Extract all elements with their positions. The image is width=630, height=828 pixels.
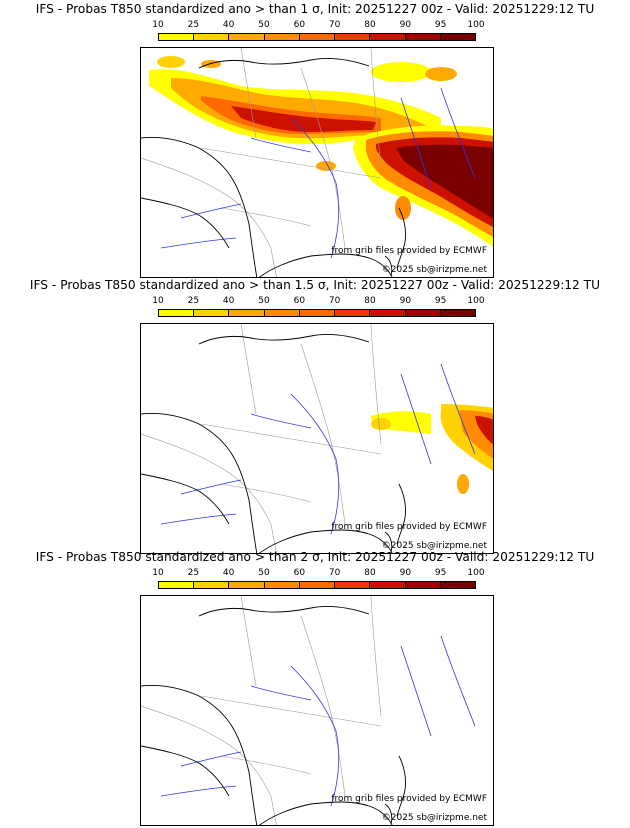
- scale-color-cell: [335, 34, 371, 40]
- scale-color-cell: [370, 310, 406, 316]
- scale-tick-label: 70: [328, 296, 341, 306]
- map-rivers: [160, 87, 476, 259]
- scale-color-cell: [299, 582, 336, 588]
- scale-tick-label: 40: [222, 296, 235, 306]
- scale-tick-label: 10: [152, 20, 164, 30]
- probability-map: from grib files provided by ECMWF ©2025 …: [140, 323, 494, 554]
- scale-color-cell: [335, 582, 371, 588]
- map-canvas: [141, 48, 493, 277]
- scale-color-cell: [159, 34, 195, 40]
- map-coastline: [141, 333, 406, 553]
- map-coastline: [141, 57, 406, 277]
- scale-tick-label: 95: [434, 296, 447, 306]
- forecast-panel-3: IFS - Probas T850 standardized ano > tha…: [0, 548, 630, 826]
- scale-tick-label: 70: [328, 20, 341, 30]
- map-coastline: [141, 605, 406, 825]
- copyright-text: ©2025 sb@irizpme.net: [381, 813, 487, 823]
- scale-color-cell: [194, 34, 230, 40]
- scale-color-cell: [299, 34, 336, 40]
- scale-color-cell: [194, 582, 230, 588]
- data-source-credit: from grib files provided by ECMWF: [331, 246, 487, 256]
- scale-tick-label: 60: [293, 296, 306, 306]
- scale-color-cell: [405, 582, 441, 588]
- scale-color-cell: [405, 310, 441, 316]
- scale-tick-label: 10: [152, 296, 164, 306]
- scale-color-cell: [440, 34, 475, 40]
- scale-labels: 10 25 40 50 60 70 80 90 95 100: [152, 296, 484, 308]
- map-borders: [141, 596, 382, 825]
- panel-title: IFS - Probas T850 standardized ano > tha…: [35, 2, 595, 16]
- scale-labels: 10 25 40 50 60 70 80 90 95 100: [152, 568, 484, 580]
- scale-color-cell: [229, 582, 265, 588]
- copyright-text: ©2025 sb@irizpme.net: [381, 541, 487, 551]
- forecast-panel-1: IFS - Probas T850 standardized ano > tha…: [0, 0, 630, 278]
- map-rivers: [160, 363, 476, 535]
- scale-tick-label: 70: [328, 568, 341, 578]
- scale-tick-label: 100: [467, 20, 485, 30]
- scale-color-cell: [264, 582, 300, 588]
- probability-map: from grib files provided by ECMWF ©2025 …: [140, 595, 494, 826]
- scale-color-cell: [194, 310, 230, 316]
- scale-color-cell: [299, 310, 336, 316]
- scale-color-cell: [370, 582, 406, 588]
- scale-tick-label: 25: [187, 20, 200, 30]
- probability-color-scale: 10 25 40 50 60 70 80 90 95 100: [152, 568, 485, 592]
- scale-color-cell: [159, 310, 195, 316]
- scale-color-cell: [264, 34, 300, 40]
- map-canvas: [141, 596, 476, 825]
- scale-color-cell: [264, 310, 300, 316]
- scale-tick-label: 60: [293, 568, 306, 578]
- scale-labels: 10 25 40 50 60 70 80 90 95 100: [152, 20, 484, 32]
- scale-tick-label: 50: [258, 296, 270, 306]
- probability-shading: [149, 56, 493, 247]
- data-source-credit: from grib files provided by ECMWF: [331, 522, 487, 532]
- forecast-panel-2: IFS - Probas T850 standardized ano > tha…: [0, 276, 630, 554]
- scale-color-cell: [440, 310, 475, 316]
- copyright-text: ©2025 sb@irizpme.net: [381, 265, 487, 275]
- scale-tick-label: 50: [258, 20, 270, 30]
- scale-tick-label: 10: [152, 568, 164, 578]
- scale-tick-label: 60: [293, 20, 306, 30]
- panel-title: IFS - Probas T850 standardized ano > tha…: [35, 550, 595, 564]
- scale-color-cell: [335, 310, 371, 316]
- probability-shading: [371, 404, 493, 494]
- scale-tick-label: 40: [222, 568, 235, 578]
- scale-tick-label: 100: [467, 296, 485, 306]
- probability-color-scale: 10 25 40 50 60 70 80 90 95 100: [152, 296, 485, 320]
- scale-tick-label: 95: [434, 20, 447, 30]
- map-borders: [141, 48, 382, 277]
- scale-color-cell: [229, 310, 265, 316]
- scale-tick-label: 25: [187, 568, 200, 578]
- scale-tick-label: 25: [187, 296, 200, 306]
- probability-map: from grib files provided by ECMWF ©2025 …: [140, 47, 494, 278]
- map-rivers: [160, 635, 476, 807]
- scale-tick-label: 40: [222, 20, 235, 30]
- scale-color-cell: [370, 34, 406, 40]
- scale-tick-label: 90: [399, 568, 412, 578]
- panel-title: IFS - Probas T850 standardized ano > tha…: [29, 278, 601, 292]
- scale-bar: [158, 309, 476, 317]
- scale-color-cell: [405, 34, 441, 40]
- scale-color-cell: [229, 34, 265, 40]
- scale-bar: [158, 581, 476, 589]
- map-borders: [141, 324, 382, 553]
- scale-color-cell: [159, 582, 195, 588]
- scale-tick-label: 80: [364, 568, 376, 578]
- probability-color-scale: 10 25 40 50 60 70 80 90 95 100: [152, 20, 485, 44]
- scale-tick-label: 95: [434, 568, 447, 578]
- data-source-credit: from grib files provided by ECMWF: [331, 794, 487, 804]
- scale-tick-label: 90: [399, 20, 412, 30]
- scale-tick-label: 80: [364, 296, 376, 306]
- scale-tick-label: 100: [467, 568, 485, 578]
- scale-bar: [158, 33, 476, 41]
- scale-color-cell: [440, 582, 475, 588]
- scale-tick-label: 50: [258, 568, 270, 578]
- scale-tick-label: 80: [364, 20, 376, 30]
- map-canvas: [141, 324, 493, 553]
- scale-tick-label: 90: [399, 296, 412, 306]
